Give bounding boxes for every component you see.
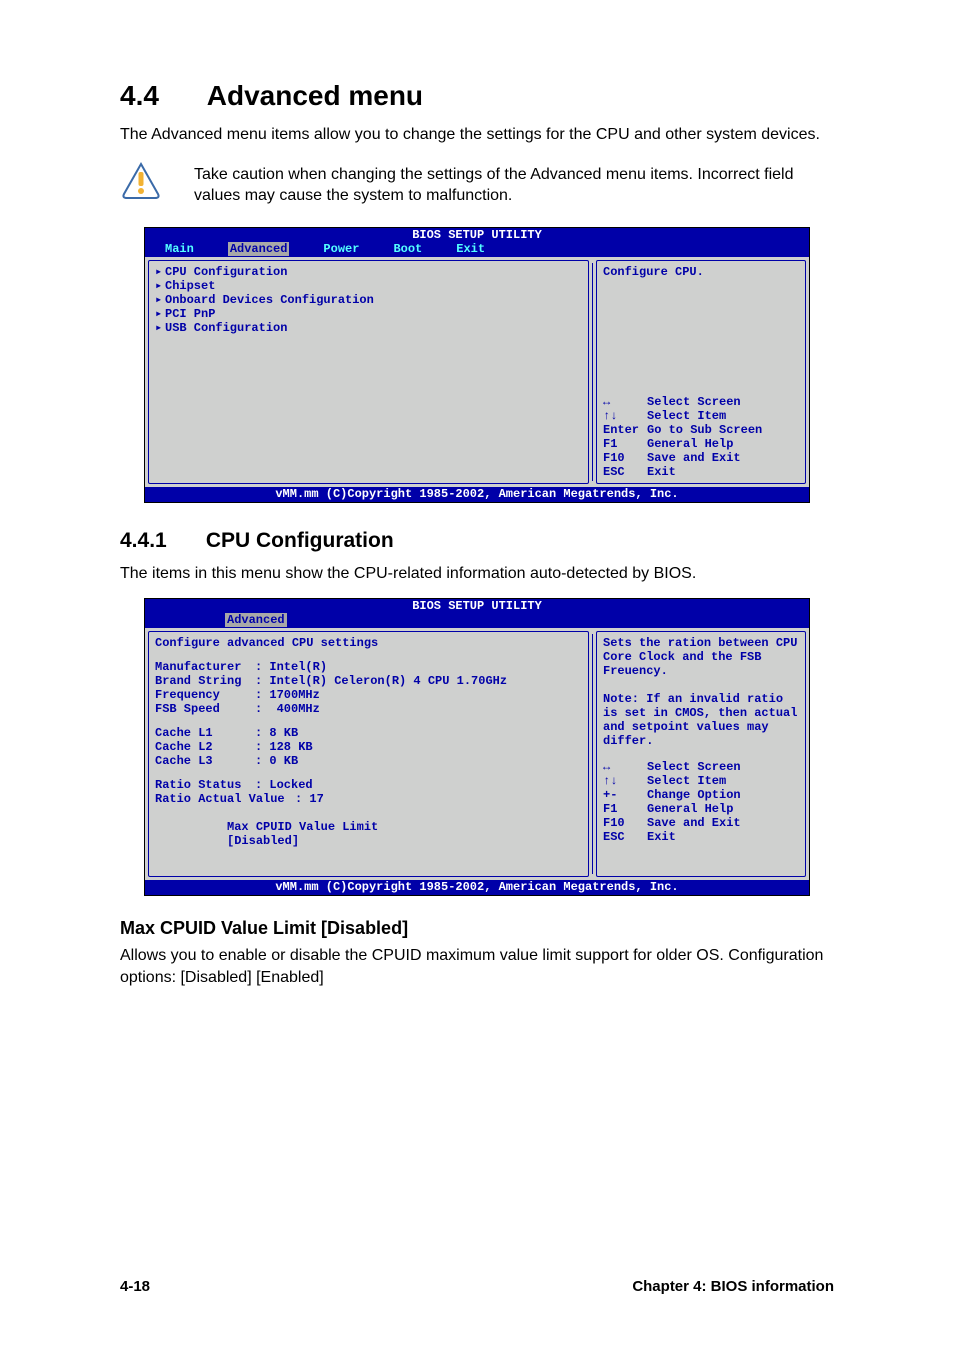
bios-side-pane: Sets the ration between CPU Core Clock a… [593, 628, 809, 880]
subsection-number: 4.4.1 [120, 529, 200, 553]
bios-key-legend: ↔Select Screen ↑↓Select Item +-Change Op… [603, 760, 799, 844]
subsection-heading: 4.4.1 CPU Configuration [120, 529, 834, 553]
section-title-text: Advanced menu [207, 80, 423, 111]
section-heading: 4.4 Advanced menu [120, 80, 834, 112]
bios-menu-item: ▸USB Configuration [155, 321, 582, 335]
section-number: 4.4 [120, 80, 200, 112]
bios-tab-bar: Advanced [145, 613, 809, 628]
chapter-label: Chapter 4: BIOS information [632, 1278, 834, 1295]
bios-screenshot-cpu-configuration: BIOS SETUP UTILITY Advanced Configure ad… [144, 598, 810, 896]
cpu-info-row: FSB Speed: 400MHz [155, 702, 582, 716]
bios-copyright-footer: vMM.mm (C)Copyright 1985-2002, American … [145, 880, 809, 895]
bios-key-legend: ↔Select Screen ↑↓Select Item EnterGo to … [603, 395, 799, 479]
bios-menu-item: ▸CPU Configuration [155, 265, 582, 279]
bios-tab-advanced: Advanced [228, 242, 290, 256]
bios-help-text: Sets the ration between CPU Core Clock a… [603, 636, 799, 748]
ratio-row: Ratio Actual Value: 17 [155, 792, 582, 806]
page-number: 4-18 [120, 1278, 150, 1295]
subsection-intro: The items in this menu show the CPU-rela… [120, 563, 834, 585]
bios-tab-exit: Exit [456, 242, 499, 256]
bios-main-pane: Configure advanced CPU settings Manufact… [145, 628, 592, 880]
bios-help-text: Configure CPU. [603, 265, 799, 279]
bios-tab-advanced: Advanced [225, 613, 287, 627]
cache-row: Cache L3: 0 KB [155, 754, 582, 768]
bios-title: BIOS SETUP UTILITY [145, 599, 809, 613]
caution-icon [120, 160, 162, 202]
bios-header: BIOS SETUP UTILITY Main Advanced Power B… [145, 228, 809, 257]
cpu-option-row: Max CPUID Value Limit [Disabled] [155, 806, 582, 862]
bios-tab-main: Main [165, 242, 208, 256]
cache-row: Cache L1: 8 KB [155, 726, 582, 740]
cpu-info-row: Frequency: 1700MHz [155, 688, 582, 702]
page-footer: 4-18 Chapter 4: BIOS information [0, 1278, 954, 1295]
bios-menu-item: ▸PCI PnP [155, 307, 582, 321]
bios-tab-power: Power [323, 242, 373, 256]
cpu-config-header: Configure advanced CPU settings [155, 636, 582, 650]
bios-body: ▸CPU Configuration ▸Chipset ▸Onboard Dev… [145, 257, 809, 487]
bios-screenshot-advanced-menu: BIOS SETUP UTILITY Main Advanced Power B… [144, 227, 810, 503]
cpu-info-row: Manufacturer: Intel(R) [155, 660, 582, 674]
intro-paragraph: The Advanced menu items allow you to cha… [120, 124, 834, 146]
ratio-row: Ratio Status: Locked [155, 778, 582, 792]
caution-text: Take caution when changing the settings … [194, 160, 834, 207]
bios-body: Configure advanced CPU settings Manufact… [145, 628, 809, 880]
bios-title: BIOS SETUP UTILITY [145, 228, 809, 242]
bios-side-pane: Configure CPU. ↔Select Screen ↑↓Select I… [593, 257, 809, 487]
bios-tab-boot: Boot [393, 242, 436, 256]
subsection-title-text: CPU Configuration [206, 529, 394, 552]
bios-tab-bar: Main Advanced Power Boot Exit [145, 242, 809, 257]
item-heading: Max CPUID Value Limit [Disabled] [120, 918, 834, 939]
cpu-info-row: Brand String: Intel(R) Celeron(R) 4 CPU … [155, 674, 582, 688]
bios-main-pane: ▸CPU Configuration ▸Chipset ▸Onboard Dev… [145, 257, 592, 487]
caution-callout: Take caution when changing the settings … [120, 160, 834, 207]
bios-menu-item: ▸Onboard Devices Configuration [155, 293, 582, 307]
option-value: [Disabled] [227, 834, 299, 848]
bios-header: BIOS SETUP UTILITY Advanced [145, 599, 809, 628]
bios-menu-item: ▸Chipset [155, 279, 582, 293]
bios-copyright-footer: vMM.mm (C)Copyright 1985-2002, American … [145, 487, 809, 502]
item-description: Allows you to enable or disable the CPUI… [120, 945, 834, 988]
cache-row: Cache L2: 128 KB [155, 740, 582, 754]
